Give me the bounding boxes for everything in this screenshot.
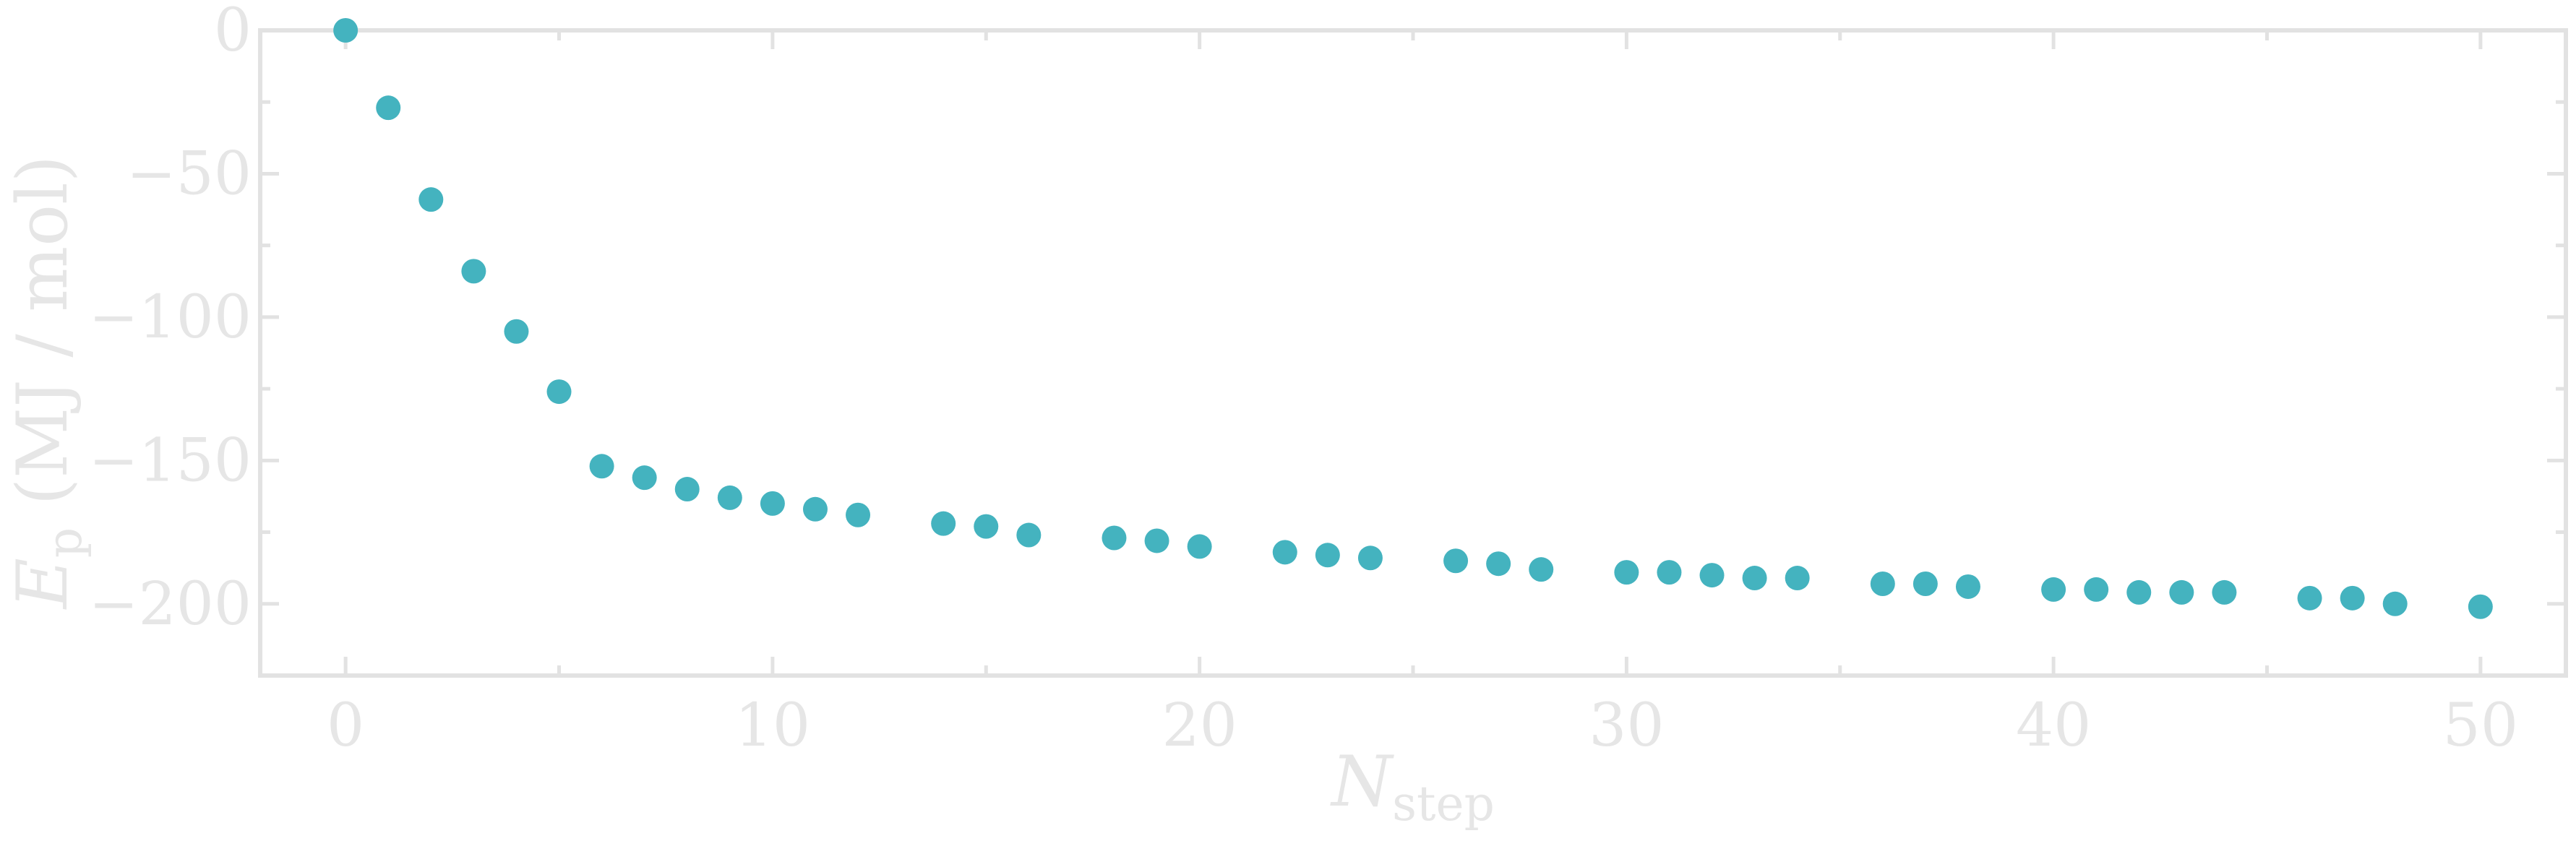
data-point [2340, 585, 2365, 611]
data-point [931, 511, 956, 536]
data-point [1912, 571, 1938, 596]
y-axis-label-main: E [2, 558, 83, 610]
data-point [2382, 591, 2408, 616]
data-point [333, 18, 359, 43]
data-point [846, 502, 871, 527]
data-point [1699, 563, 1725, 588]
data-point [546, 379, 572, 405]
y-tick-label: −50 [126, 139, 252, 208]
data-point [589, 454, 614, 479]
x-axis-label-main: N [1330, 741, 1394, 822]
x-tick-label: 30 [1589, 691, 1664, 760]
data-point [2084, 577, 2109, 602]
x-tick-label: 20 [1162, 691, 1237, 760]
x-axis-label-sub: step [1392, 776, 1495, 832]
x-tick-label: 50 [2443, 691, 2518, 760]
y-tick-label: −200 [89, 570, 252, 639]
y-axis-label-sub: p [37, 527, 93, 558]
plot-frame [258, 28, 2568, 678]
data-point [2041, 577, 2066, 602]
data-point [632, 465, 657, 491]
data-point [760, 491, 785, 516]
data-point [376, 95, 401, 121]
ticks: 0 10 20 30 40 50 0 −50 −100 −150 −200 [89, 0, 2566, 760]
data-point [1955, 574, 1980, 599]
x-tick-label: 0 [327, 691, 364, 760]
data-point [2212, 579, 2237, 605]
data-points [333, 18, 2493, 619]
x-tick-label: 10 [735, 691, 810, 760]
data-point [1657, 560, 1682, 585]
data-point [2169, 579, 2194, 605]
data-point [1486, 551, 1511, 577]
data-point [1614, 560, 1639, 585]
data-point [717, 485, 742, 510]
data-point [1785, 566, 1810, 591]
y-axis-label-unit: (MJ / mol) [2, 155, 83, 527]
data-point [1144, 528, 1169, 553]
data-point [418, 187, 444, 212]
y-axis-label: Ep (MJ / mol) [2, 155, 93, 610]
data-point [1357, 545, 1383, 571]
data-point [1315, 543, 1340, 568]
data-point [1529, 557, 1554, 582]
x-axis-label: Nstep [1330, 741, 1495, 832]
data-point [1272, 540, 1297, 565]
data-point [674, 477, 700, 502]
data-point [802, 496, 828, 522]
x-tick-label: 40 [2016, 691, 2091, 760]
data-point [1016, 522, 1042, 548]
data-point [2297, 585, 2322, 611]
data-point [1742, 566, 1767, 591]
y-tick-label: 0 [214, 0, 252, 65]
data-point [1187, 534, 1212, 559]
data-point [974, 514, 999, 539]
data-point [1102, 525, 1127, 551]
data-point [2126, 579, 2152, 605]
data-point [504, 319, 529, 344]
data-point [2468, 594, 2493, 619]
axes [258, 28, 2568, 678]
data-point [1443, 548, 1469, 574]
y-tick-label: −150 [89, 426, 252, 495]
data-point [1870, 571, 1895, 596]
data-point [461, 259, 486, 284]
y-tick-label: −100 [89, 283, 252, 352]
